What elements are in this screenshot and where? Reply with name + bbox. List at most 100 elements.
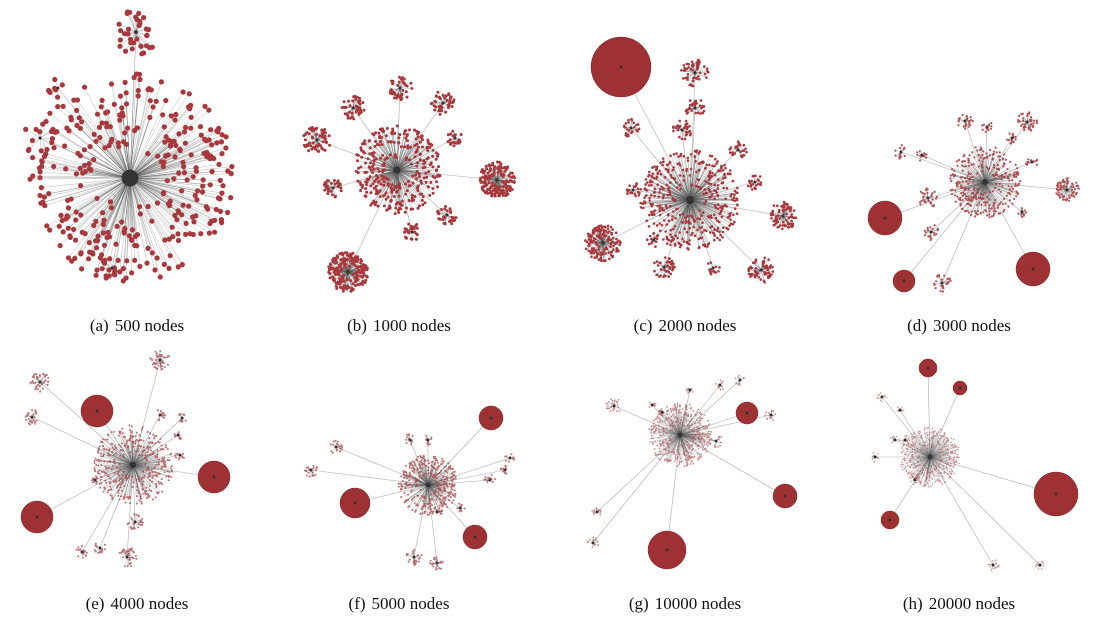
node: [374, 131, 378, 135]
node: [110, 468, 113, 471]
node: [1003, 153, 1006, 156]
node: [788, 208, 792, 211]
node: [359, 148, 363, 152]
node: [134, 36, 140, 42]
satellite-cluster: [933, 273, 952, 293]
node: [967, 178, 970, 181]
node: [655, 260, 659, 263]
node: [594, 537, 597, 539]
node: [452, 499, 455, 502]
node: [960, 192, 963, 195]
node: [710, 225, 714, 228]
node: [609, 410, 612, 412]
node: [445, 209, 449, 213]
node: [105, 468, 108, 470]
node: [354, 258, 358, 262]
node: [164, 178, 170, 184]
node: [687, 456, 690, 458]
node: [648, 234, 652, 238]
node: [693, 149, 697, 153]
node: [411, 467, 413, 470]
node: [153, 435, 156, 437]
cluster-link: [596, 434, 681, 513]
node: [658, 417, 660, 419]
node: [454, 493, 457, 496]
node: [400, 475, 403, 478]
node: [678, 409, 680, 411]
cluster-center: [178, 453, 182, 457]
node: [717, 169, 720, 172]
node: [647, 184, 651, 187]
node: [320, 135, 324, 138]
node: [91, 481, 94, 484]
node: [410, 443, 413, 446]
node: [700, 437, 703, 440]
node: [653, 165, 656, 168]
node: [980, 198, 983, 201]
node: [586, 240, 589, 244]
node: [113, 458, 116, 461]
node: [666, 409, 669, 412]
node: [488, 476, 491, 479]
node: [919, 190, 923, 193]
node: [81, 147, 87, 153]
node: [701, 104, 704, 108]
node: [420, 554, 423, 557]
node: [692, 439, 694, 442]
node: [685, 404, 687, 406]
node: [213, 206, 219, 213]
node: [27, 418, 30, 421]
node: [782, 203, 785, 207]
node: [721, 236, 724, 239]
node: [733, 189, 737, 193]
node: [413, 230, 417, 234]
node: [675, 152, 678, 155]
node: [676, 207, 679, 211]
node: [682, 64, 686, 67]
satellite-cluster: [436, 205, 458, 226]
node: [599, 253, 602, 257]
node: [421, 166, 425, 170]
node: [1010, 139, 1013, 142]
node: [687, 220, 690, 223]
node: [986, 214, 989, 217]
satellite-cluster: [304, 464, 318, 478]
node: [408, 558, 411, 561]
node: [1062, 195, 1066, 198]
node: [428, 193, 432, 197]
node: [218, 217, 224, 223]
node: [413, 548, 416, 551]
node: [676, 162, 679, 166]
node: [421, 138, 424, 142]
node: [443, 480, 446, 483]
node: [228, 195, 234, 201]
node: [396, 201, 400, 205]
node: [1016, 167, 1019, 170]
node: [1020, 207, 1024, 210]
node: [1018, 114, 1021, 117]
satellite-cluster: [707, 261, 721, 276]
node: [139, 524, 142, 526]
node: [714, 216, 718, 220]
node: [933, 190, 936, 193]
node: [692, 225, 695, 229]
node: [439, 471, 442, 474]
node: [651, 172, 655, 175]
satellite-cluster: [322, 179, 343, 199]
node: [776, 204, 779, 207]
node: [417, 204, 421, 208]
node: [374, 140, 377, 143]
node: [117, 43, 123, 49]
node: [84, 554, 87, 557]
node: [439, 463, 442, 466]
hub-cluster: [354, 124, 442, 216]
node: [320, 146, 324, 150]
node: [342, 286, 346, 290]
node: [121, 228, 127, 234]
node: [1023, 209, 1026, 212]
satellite-cluster: [156, 409, 167, 422]
node: [766, 417, 768, 420]
node: [126, 440, 128, 443]
node: [673, 460, 676, 463]
node: [688, 129, 692, 133]
